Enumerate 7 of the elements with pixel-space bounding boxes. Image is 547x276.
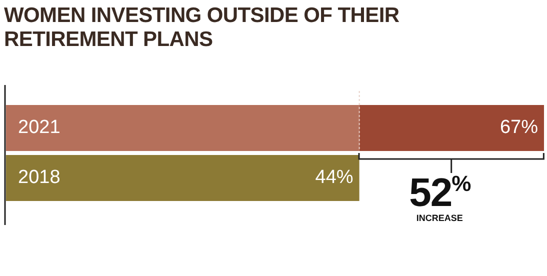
annotation: INCREASE	[416, 213, 463, 223]
annotation: 52$^{%}$	[409, 171, 470, 215]
y-tick-label: 2021	[18, 117, 60, 138]
y-tick-label: 2018	[18, 167, 60, 188]
chart-title: WOMEN INVESTING OUTSIDE OF THEIR RETIREMENT PLANS	[4, 4, 400, 52]
data-label: 44%	[315, 167, 354, 188]
total-label: 67%	[500, 117, 538, 138]
